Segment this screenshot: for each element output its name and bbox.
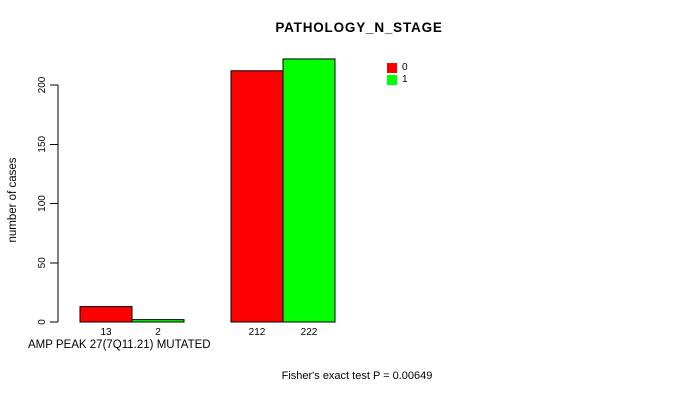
bar-series-0-group-2 (230, 70, 284, 323)
legend-label-0: 0 (402, 62, 408, 73)
bar-value-label: 2 (155, 327, 161, 338)
annotation-text: Fisher's exact test P = 0.00649 (281, 370, 433, 382)
legend: 0 1 (387, 63, 408, 85)
legend-item: 0 (387, 63, 408, 73)
legend-label-1: 1 (402, 74, 408, 85)
legend-swatch-green (387, 75, 397, 85)
legend-swatch-red (387, 63, 397, 73)
y-tick-label: 100 (37, 195, 48, 212)
bar-series-1-group-1 (131, 319, 185, 323)
bar-value-label: 222 (301, 327, 318, 338)
y-tick-label: 0 (37, 319, 48, 325)
y-tick-label: 150 (37, 135, 48, 152)
bar-series-0-group-1 (79, 306, 133, 323)
y-axis-label: number of cases (7, 157, 19, 243)
bar-value-label: 13 (100, 327, 112, 338)
chart-title: PATHOLOGY_N_STAGE (275, 20, 443, 35)
bar-series-1-group-2 (282, 58, 336, 323)
legend-item: 1 (387, 75, 408, 85)
y-tick-label: 50 (37, 257, 48, 269)
bar-value-label: 212 (249, 327, 266, 338)
y-tick-label: 200 (37, 76, 48, 93)
x-axis-label: AMP PEAK 27(7Q11.21) MUTATED (28, 339, 211, 351)
